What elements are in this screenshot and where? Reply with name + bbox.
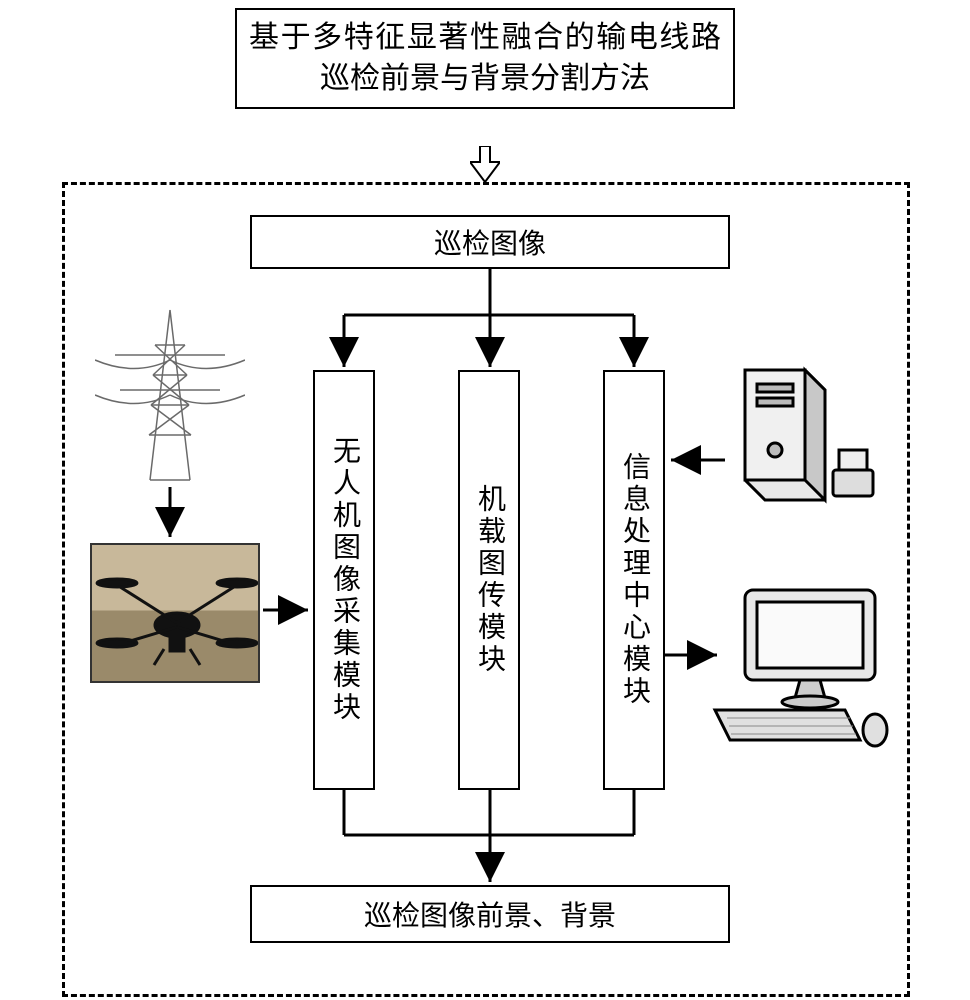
module2-label: 机载图传模块 [469,484,509,676]
system-container: 巡检图像 无人机图像采集模块 机载图传模块 信息处理中心模块 巡检图像前景、背景 [62,182,910,997]
module-info-center: 信息处理中心模块 [603,370,665,790]
module3-label: 信息处理中心模块 [614,452,654,708]
module-uav-acquisition: 无人机图像采集模块 [313,370,375,790]
title-text: 基于多特征显著性融合的输电线路巡检前景与背景分割方法 [249,21,721,95]
module1-label: 无人机图像采集模块 [324,436,364,724]
pc-icon [705,580,895,750]
inspect-image-box: 巡检图像 [250,215,730,269]
output-label: 巡检图像前景、背景 [364,894,616,934]
drone-icon [90,543,260,683]
module-onboard-transmission: 机载图传模块 [458,370,520,790]
hollow-arrow-icon [470,146,500,182]
output-box: 巡检图像前景、背景 [250,885,730,943]
title-box: 基于多特征显著性融合的输电线路巡检前景与背景分割方法 [235,8,735,109]
server-icon [705,350,885,520]
inspect-label: 巡检图像 [434,222,546,262]
transmission-tower-icon [95,305,245,485]
